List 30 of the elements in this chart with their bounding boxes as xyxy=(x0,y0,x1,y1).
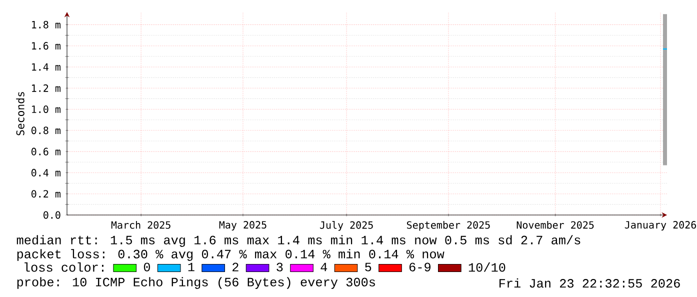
x-tick-label: September 2025 xyxy=(407,221,490,231)
text: median rtt: 1.5 ms avg 1.6 ms max 1.4 ms min 1.4 ms now 0.5 ms sd 2.7 am/s xyxy=(16,235,580,247)
x-tick-label: May 2025 xyxy=(219,221,266,231)
legend-label: 6-9 xyxy=(409,262,430,272)
y-tick-label: 1.6 m xyxy=(32,42,60,50)
y-tick-label: 1.8 m xyxy=(32,20,60,28)
legend-label: 1 xyxy=(188,262,194,272)
x-tick-label: July 2025 xyxy=(320,221,373,231)
text: packet loss: 0.30 % avg 0.47 % max 0.14 % min 0.14 % now xyxy=(17,249,444,261)
y-tick-label: 0.6 m xyxy=(32,148,60,156)
legend-label: 5 xyxy=(365,262,372,272)
legend-label: 2 xyxy=(232,262,238,272)
legend-label: 3 xyxy=(276,262,283,272)
y-tick-label: 0.8 m xyxy=(32,126,60,134)
legend-label: 10/10 xyxy=(468,262,506,272)
legend-label: 4 xyxy=(320,262,328,272)
y-tick-label: 0.2 m xyxy=(32,190,60,198)
x-tick-label: November 2025 xyxy=(516,221,594,229)
y-tick-label: 0.0 xyxy=(44,211,60,219)
legend-label: 0 xyxy=(144,262,150,272)
y-tick-label: 1.4 m xyxy=(32,63,60,71)
text: Fri Jan 23 22:32:55 2026 xyxy=(500,278,680,288)
y-axis-title: Seconds xyxy=(16,92,24,136)
x-tick-label: March 2025 xyxy=(111,221,170,229)
y-tick-label: 1.2 m xyxy=(32,84,60,92)
legend-title: loss color: xyxy=(24,262,104,272)
x-tick-label: January 2026 xyxy=(624,221,696,231)
text: probe: 10 ICMP Echo Pings (56 Bytes) every 300s xyxy=(17,277,375,289)
y-tick-label: 1.0 m xyxy=(32,105,60,114)
y-tick-label: 0.4 m xyxy=(32,168,60,176)
